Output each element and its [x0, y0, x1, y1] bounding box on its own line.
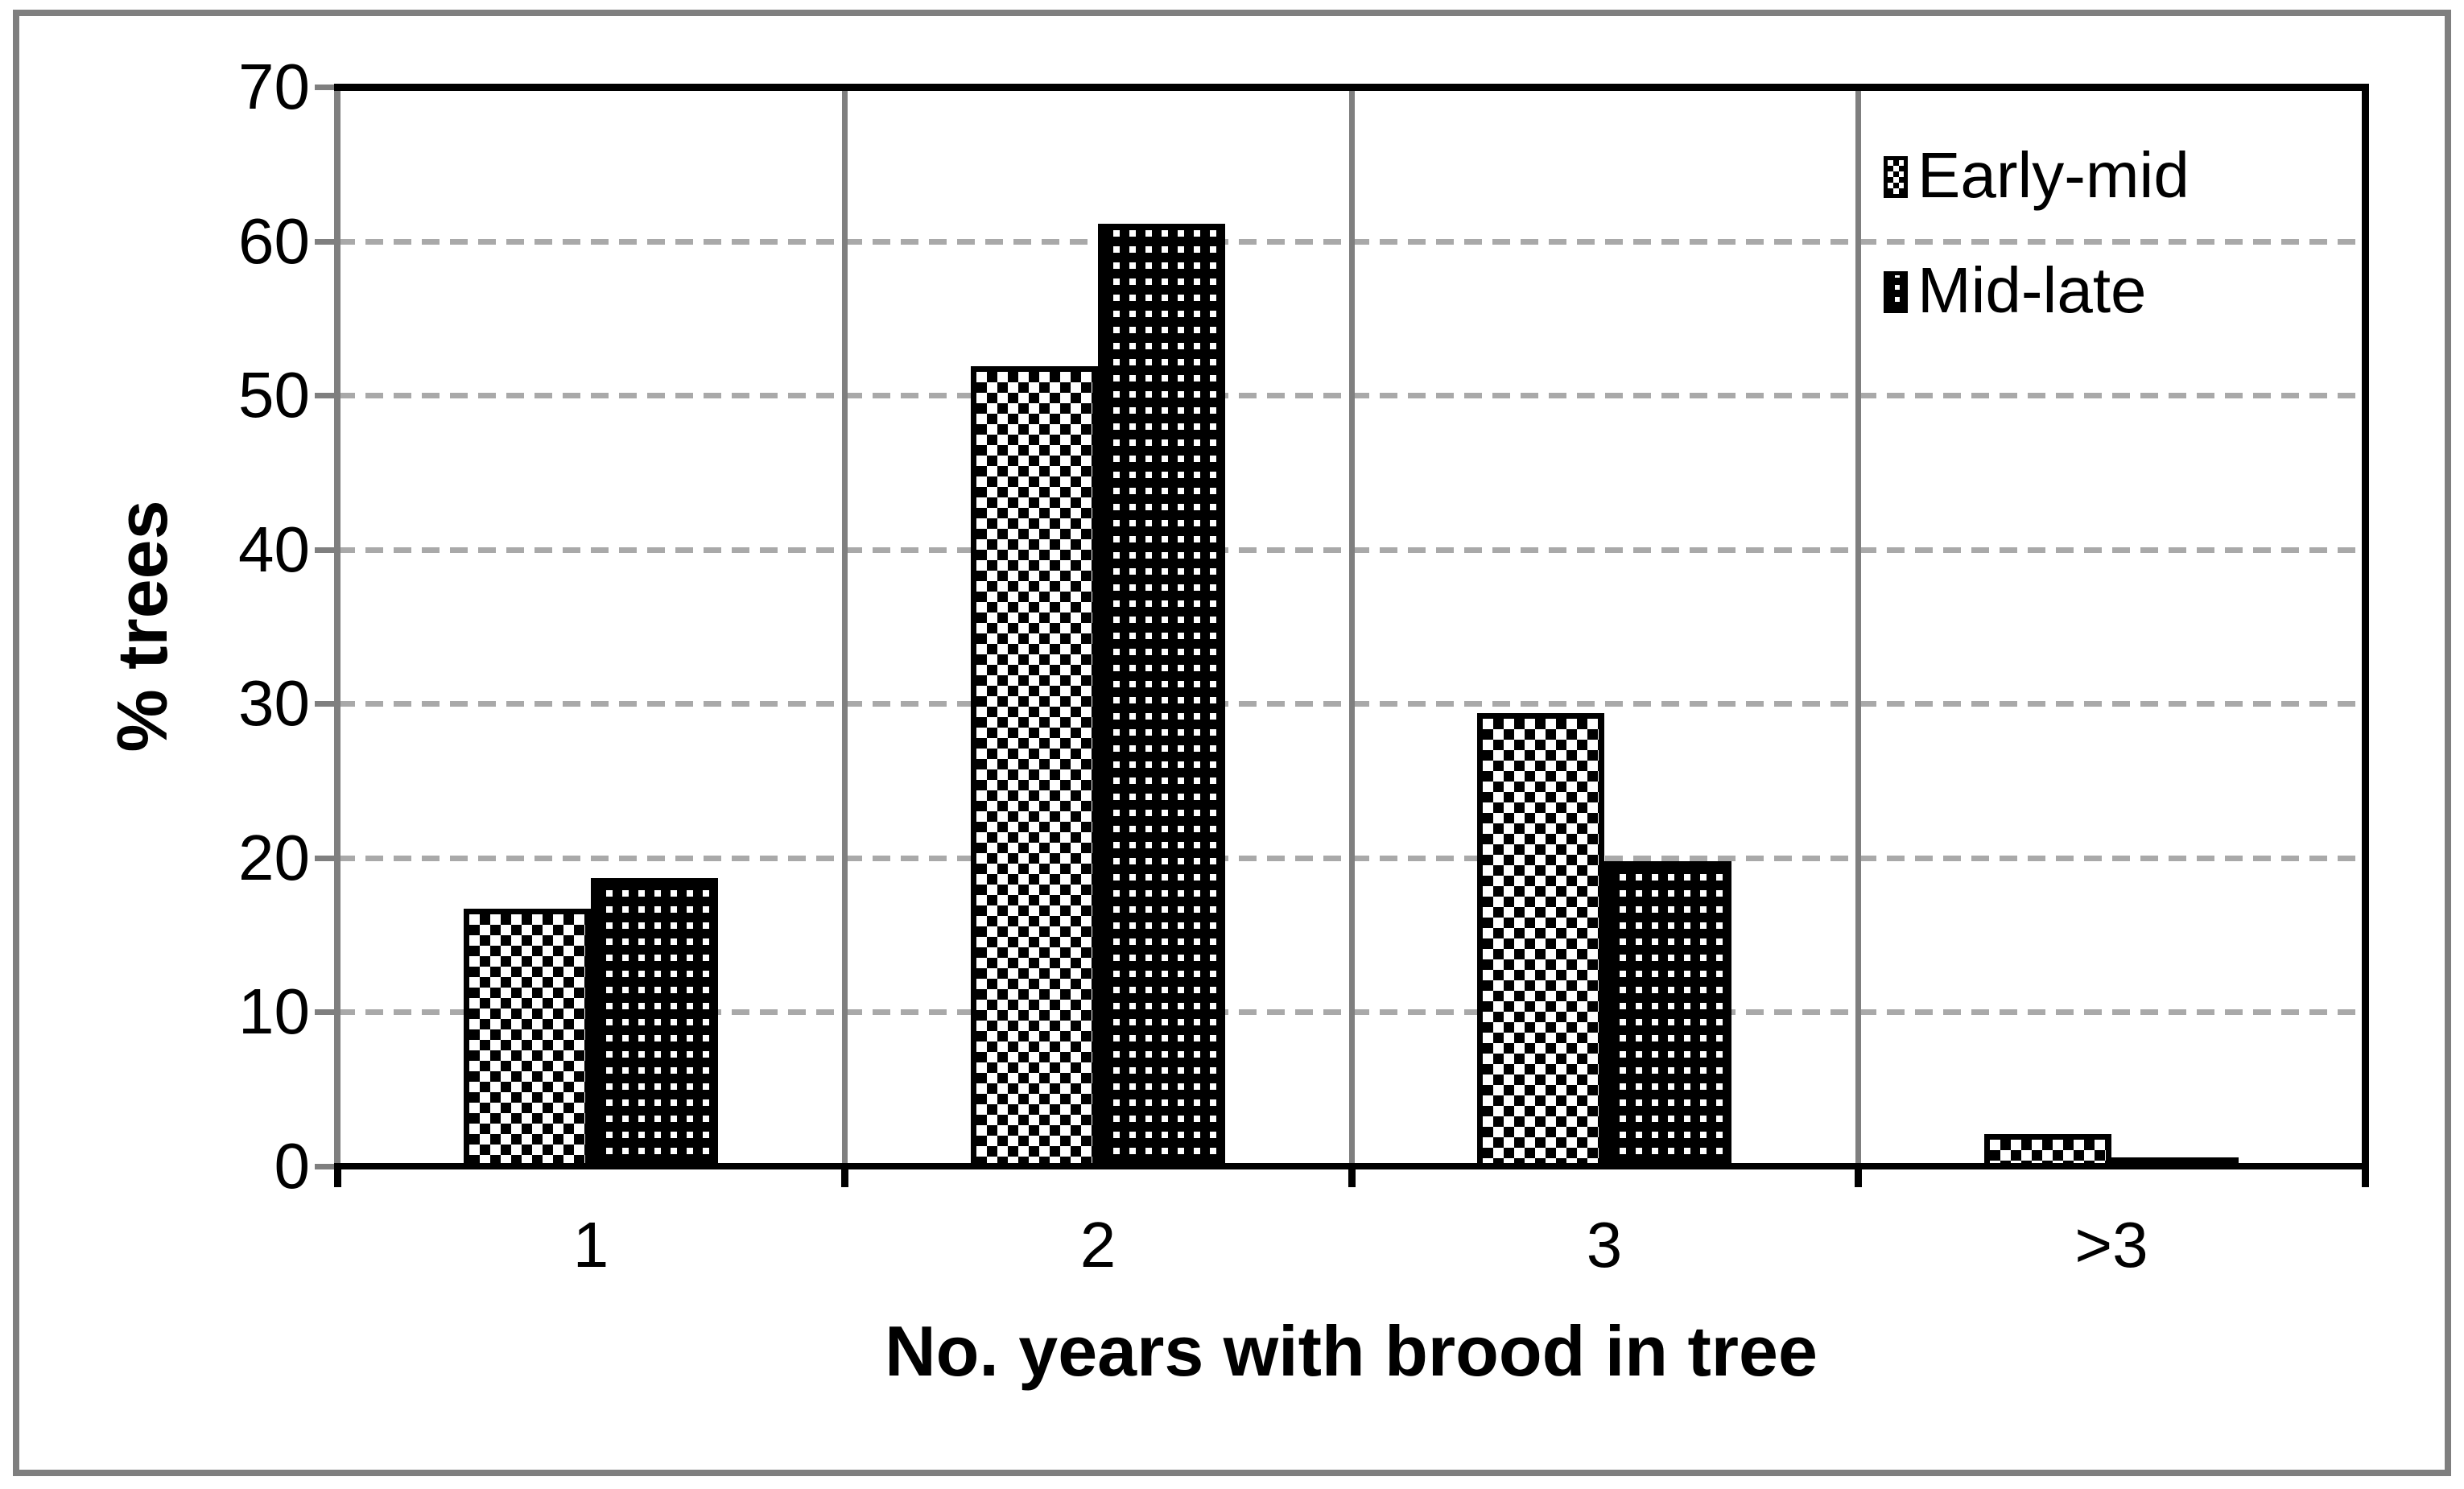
v-gridline-1 — [842, 87, 848, 1163]
bar-early-mid-3 — [1477, 713, 1604, 1169]
y-tick-label-0: 0 — [274, 1130, 311, 1202]
y-tick-label-70: 70 — [238, 51, 310, 122]
legend-swatch-mid-late — [1884, 271, 1908, 313]
x-tick-label-2: 2 — [1079, 1209, 1116, 1281]
y-axis-line — [334, 84, 341, 1169]
y-tick-label-30: 30 — [238, 667, 310, 739]
y-tick-label-40: 40 — [238, 514, 310, 585]
y-tick-50 — [315, 393, 337, 398]
plot-right-border — [2362, 84, 2369, 1169]
y-tick-label-10: 10 — [238, 975, 310, 1047]
bar-mid-late-3 — [1604, 861, 1731, 1169]
x-tick-label-1: 1 — [572, 1209, 609, 1281]
bar-mid-late-1 — [591, 878, 718, 1169]
x-tick-1 — [841, 1163, 848, 1187]
y-tick-30 — [315, 701, 337, 707]
y-tick-60 — [315, 239, 337, 245]
x-tick-label->3: >3 — [2074, 1209, 2148, 1281]
figure-border — [13, 10, 2451, 1476]
x-tick-label-3: 3 — [1586, 1209, 1623, 1281]
x-tick-0 — [334, 1163, 341, 1187]
v-gridline-2 — [1349, 87, 1355, 1163]
y-tick-0 — [315, 1164, 337, 1169]
y-tick-70 — [315, 85, 337, 90]
v-gridline-3 — [1855, 87, 1861, 1163]
bar-mid-late-2 — [1098, 224, 1225, 1169]
bar-early-mid-2 — [971, 366, 1098, 1169]
y-tick-20 — [315, 856, 337, 861]
y-tick-label-50: 50 — [238, 359, 310, 431]
legend-swatch-early-mid — [1884, 156, 1908, 198]
legend-label-early-mid: Early-mid — [1917, 139, 2190, 211]
x-tick-2 — [1348, 1163, 1356, 1187]
bar-early-mid->3 — [1984, 1134, 2111, 1169]
legend-label-mid-late: Mid-late — [1917, 254, 2147, 326]
plot-top-border — [334, 84, 2369, 91]
y-tick-label-60: 60 — [238, 205, 310, 277]
y-tick-10 — [315, 1009, 337, 1015]
x-tick-4 — [2362, 1163, 2369, 1187]
bar-early-mid-1 — [464, 909, 591, 1169]
y-axis-title: % trees — [102, 500, 182, 753]
x-tick-3 — [1855, 1163, 1862, 1187]
y-tick-40 — [315, 547, 337, 553]
x-axis-title: No. years with brood in tree — [885, 1311, 1818, 1391]
y-tick-label-20: 20 — [238, 822, 310, 893]
